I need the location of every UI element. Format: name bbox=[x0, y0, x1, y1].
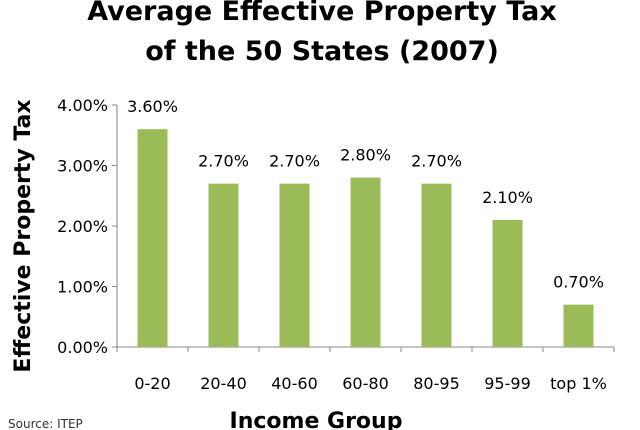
bar bbox=[492, 219, 523, 347]
bar bbox=[350, 177, 381, 347]
y-tick-label: 1.00% bbox=[57, 278, 108, 297]
x-tick-label: top 1% bbox=[550, 374, 607, 393]
data-label: 2.80% bbox=[340, 146, 391, 165]
x-tick-label: 95-99 bbox=[484, 374, 531, 393]
chart-title-line-2: of the 50 States (2007) bbox=[145, 36, 499, 67]
data-labels: 3.60% 2.70% 2.70% 2.80% 2.70% 2.10% 0.70% bbox=[127, 97, 604, 291]
data-label: 2.70% bbox=[269, 152, 320, 171]
data-label: 2.70% bbox=[411, 152, 462, 171]
y-tick-label: 3.00% bbox=[57, 157, 108, 176]
x-tick-label: 80-95 bbox=[413, 374, 460, 393]
data-label: 2.70% bbox=[198, 152, 249, 171]
x-tick-label: 60-80 bbox=[342, 374, 389, 393]
x-tick-label: 20-40 bbox=[200, 374, 247, 393]
axes bbox=[112, 104, 615, 352]
y-tick-label: 4.00% bbox=[57, 96, 108, 115]
y-tick-labels: 0.00% 1.00% 2.00% 3.00% 4.00% bbox=[57, 96, 108, 357]
bars bbox=[137, 129, 594, 347]
y-axis-label: Effective Property Tax bbox=[11, 99, 36, 372]
y-tick-label: 2.00% bbox=[57, 217, 108, 236]
bar bbox=[421, 183, 452, 347]
x-tick-label: 0-20 bbox=[134, 374, 170, 393]
x-tick-labels: 0-20 20-40 40-60 60-80 80-95 95-99 top 1% bbox=[134, 374, 607, 393]
chart-title-line-1: Average Effective Property Tax bbox=[87, 0, 557, 27]
bar bbox=[279, 183, 310, 347]
y-tick-label: 0.00% bbox=[57, 338, 108, 357]
bar bbox=[563, 304, 594, 347]
bar bbox=[137, 129, 168, 347]
data-label: 2.10% bbox=[482, 188, 533, 207]
source-note: Source: ITEP bbox=[8, 417, 83, 430]
x-tick-label: 40-60 bbox=[271, 374, 318, 393]
bar bbox=[208, 183, 239, 347]
data-label: 3.60% bbox=[127, 97, 178, 116]
x-axis-label: Income Group bbox=[230, 409, 403, 430]
data-label: 0.70% bbox=[553, 273, 604, 292]
